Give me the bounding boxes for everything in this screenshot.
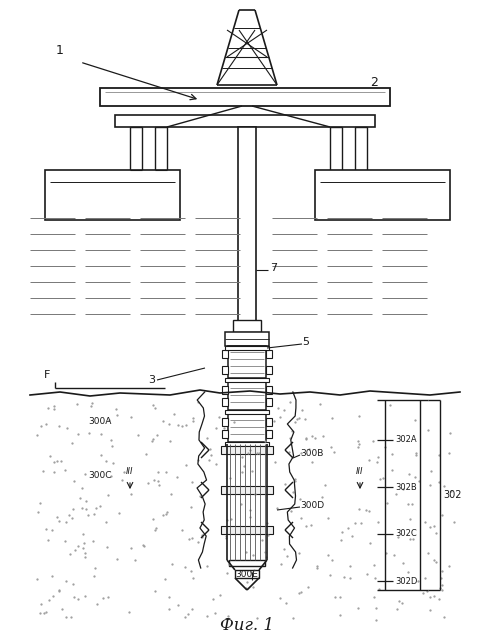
Text: 300А: 300А	[88, 417, 111, 426]
Text: 300D: 300D	[300, 500, 324, 509]
Bar	[266, 398, 272, 406]
Bar	[221, 526, 273, 534]
Bar	[221, 446, 273, 454]
Bar	[229, 560, 265, 566]
Bar	[238, 127, 256, 330]
Bar	[266, 386, 272, 394]
Bar	[355, 127, 367, 205]
Bar	[222, 430, 228, 438]
Bar	[155, 127, 167, 205]
Bar	[222, 386, 228, 394]
Bar	[233, 320, 261, 332]
Bar	[225, 378, 269, 382]
Bar	[100, 88, 390, 106]
Bar	[222, 366, 228, 374]
Bar	[330, 127, 342, 205]
Bar	[222, 418, 228, 426]
Bar	[225, 332, 269, 346]
Text: 3: 3	[148, 375, 155, 385]
Bar	[266, 418, 272, 426]
Text: F: F	[43, 370, 50, 380]
Bar	[130, 127, 142, 205]
Text: 7: 7	[270, 263, 277, 273]
Bar	[222, 398, 228, 406]
Text: 302A: 302A	[395, 435, 416, 445]
Text: 2: 2	[370, 76, 378, 88]
Bar	[235, 570, 259, 578]
Text: 300С: 300С	[88, 472, 112, 481]
Text: III: III	[126, 467, 134, 477]
Bar	[228, 346, 266, 378]
Text: 300В: 300В	[300, 449, 324, 458]
Text: 300Е: 300Е	[236, 570, 258, 579]
Text: 302: 302	[443, 490, 461, 500]
Text: 302D: 302D	[395, 577, 417, 586]
Bar	[228, 382, 266, 410]
Text: 1: 1	[56, 44, 64, 56]
Bar	[221, 486, 273, 494]
Text: Фиг. 1: Фиг. 1	[220, 616, 274, 634]
Bar	[225, 442, 269, 446]
Bar	[315, 170, 450, 220]
Bar	[266, 366, 272, 374]
Bar	[225, 346, 269, 350]
Text: 5: 5	[302, 337, 309, 347]
Bar	[115, 115, 375, 127]
Bar	[266, 350, 272, 358]
Bar	[45, 170, 180, 220]
Bar	[222, 350, 228, 358]
Bar	[266, 430, 272, 438]
Text: 302C: 302C	[395, 529, 417, 538]
Bar	[228, 414, 266, 442]
Bar	[225, 410, 269, 414]
Text: 302B: 302B	[395, 483, 417, 492]
Text: III: III	[356, 467, 364, 477]
